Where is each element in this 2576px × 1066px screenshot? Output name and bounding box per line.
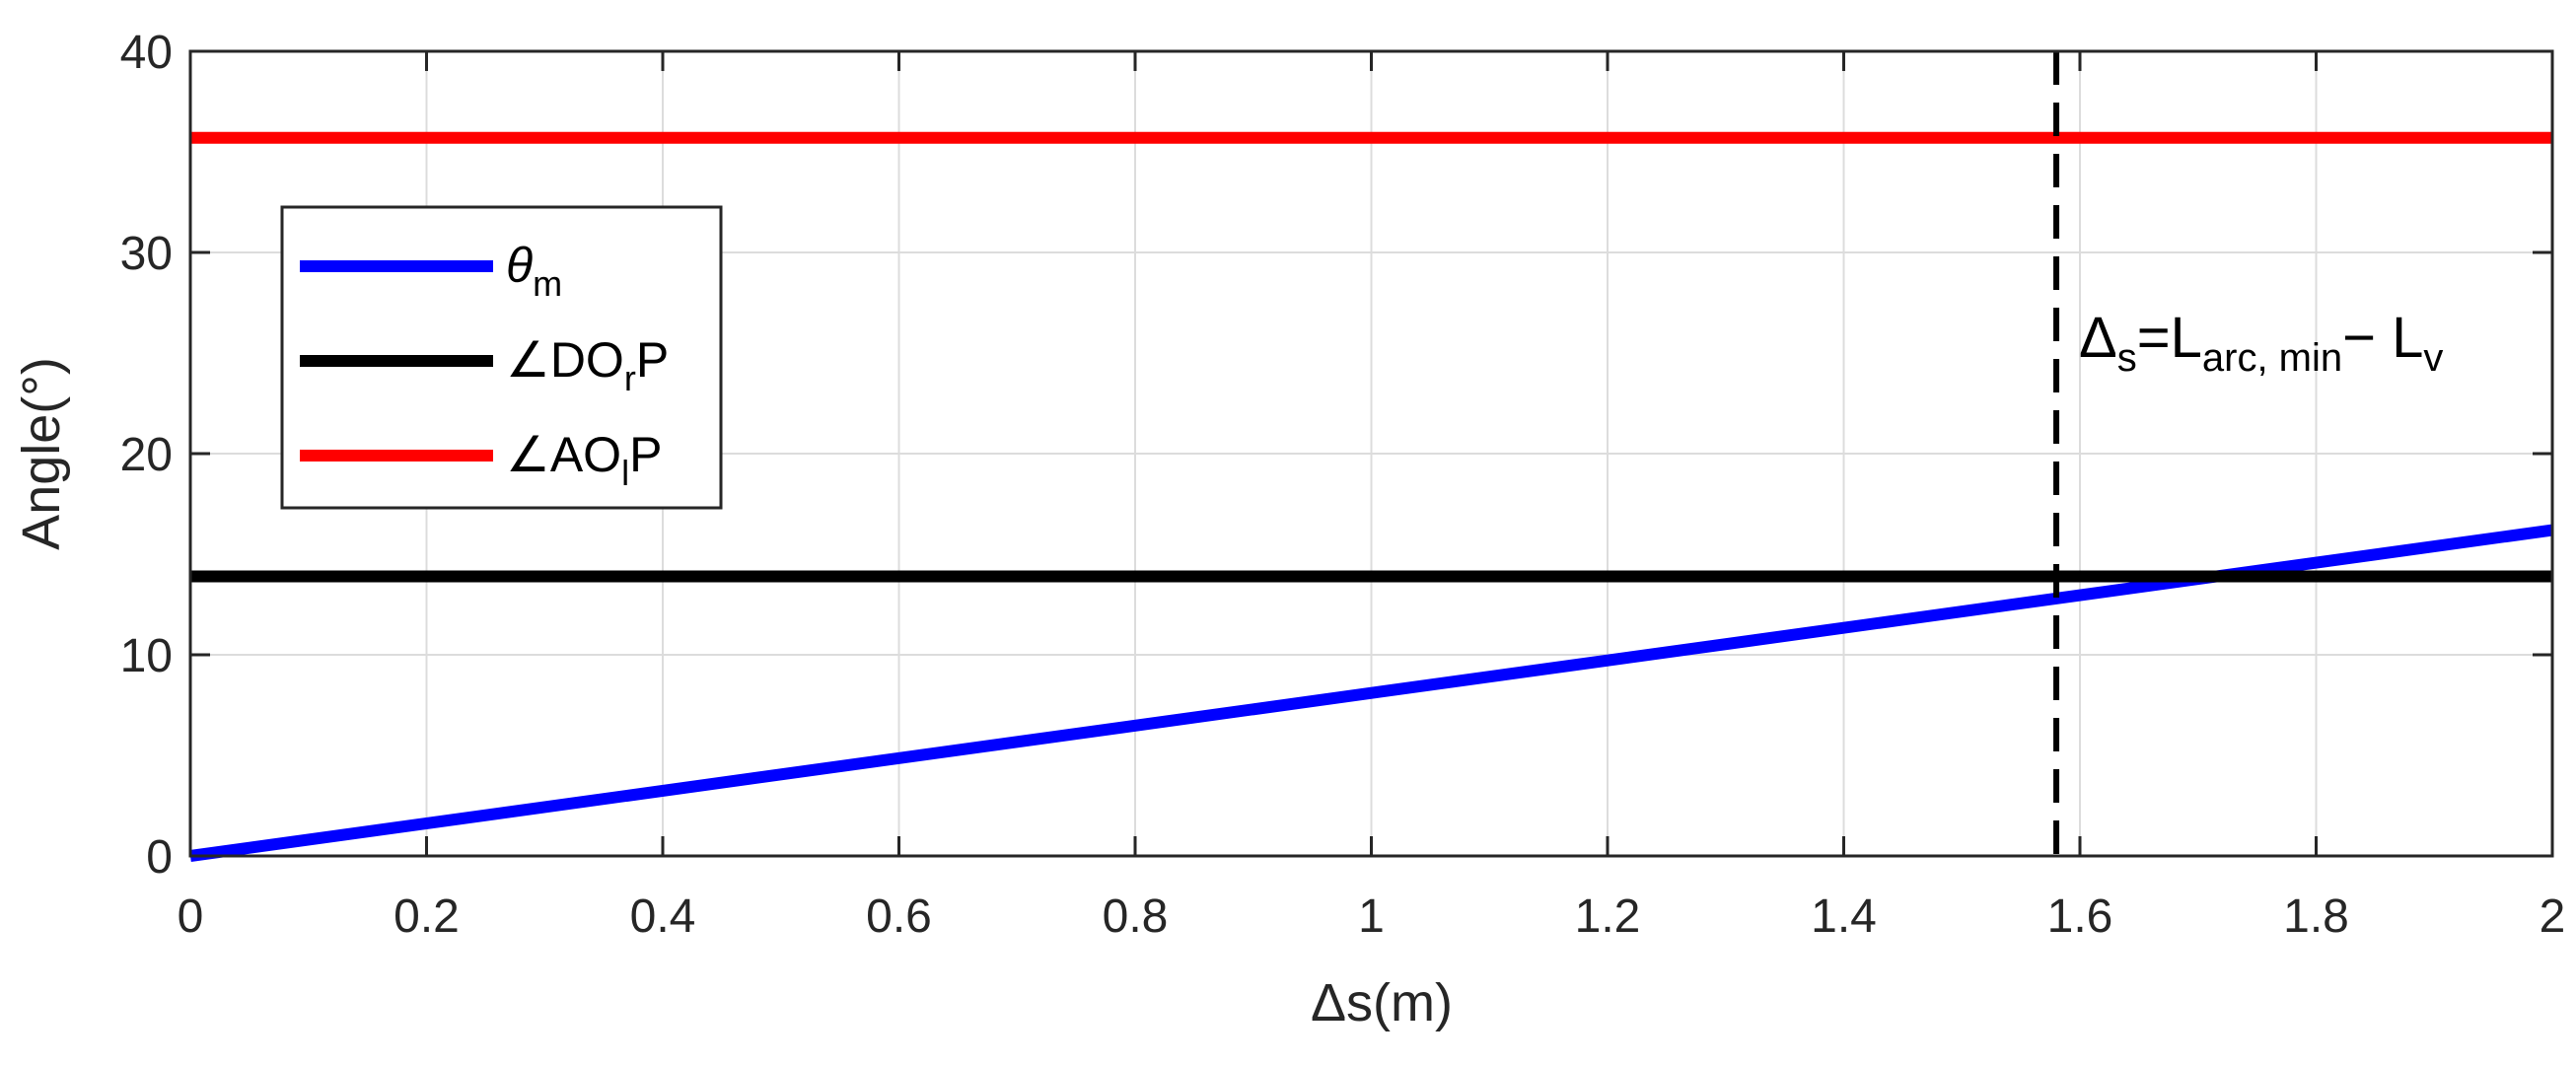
legend-label-angle-aolp: ∠AOlP [506,427,662,493]
vline-annotation: Δs=Larc, min− Lv [2079,306,2443,380]
legend-label-theta-m: θm [506,238,562,304]
x-tick-label: 2 [2540,890,2566,943]
y-tick-labels: 0 10 20 30 40 [120,27,173,884]
y-axis-label: Angle(°) [12,357,71,550]
x-tick-labels: 0 0.2 0.4 0.6 0.8 1 1.2 1.4 1.6 1.8 2 [178,890,2566,943]
x-tick-label: 1.8 [2283,890,2349,943]
y-tick-label: 10 [120,630,173,682]
y-tick-label: 40 [120,27,173,79]
series-lines [189,131,2553,862]
x-tick-label: 0 [178,890,204,943]
x-tick-label: 1.6 [2047,890,2113,943]
y-tick-label: 20 [120,429,173,481]
series-line-0 [189,524,2553,862]
legend-label-angle-dorp: ∠DOrP [506,332,669,398]
legend: θm ∠DOrP ∠AOlP [280,205,723,510]
x-tick-label: 1.4 [1811,890,1877,943]
x-tick-label: 0.8 [1103,890,1169,943]
y-tick-label: 30 [120,228,173,280]
x-tick-label: 1 [1358,890,1385,943]
x-tick-label: 0.2 [394,890,460,943]
axis-ticks [188,49,2554,858]
x-axis-label: Δs(m) [1311,973,1453,1032]
x-tick-label: 0.4 [630,890,696,943]
x-tick-label: 1.2 [1575,890,1641,943]
x-tick-label: 0.6 [866,890,932,943]
y-tick-label: 0 [146,831,173,884]
